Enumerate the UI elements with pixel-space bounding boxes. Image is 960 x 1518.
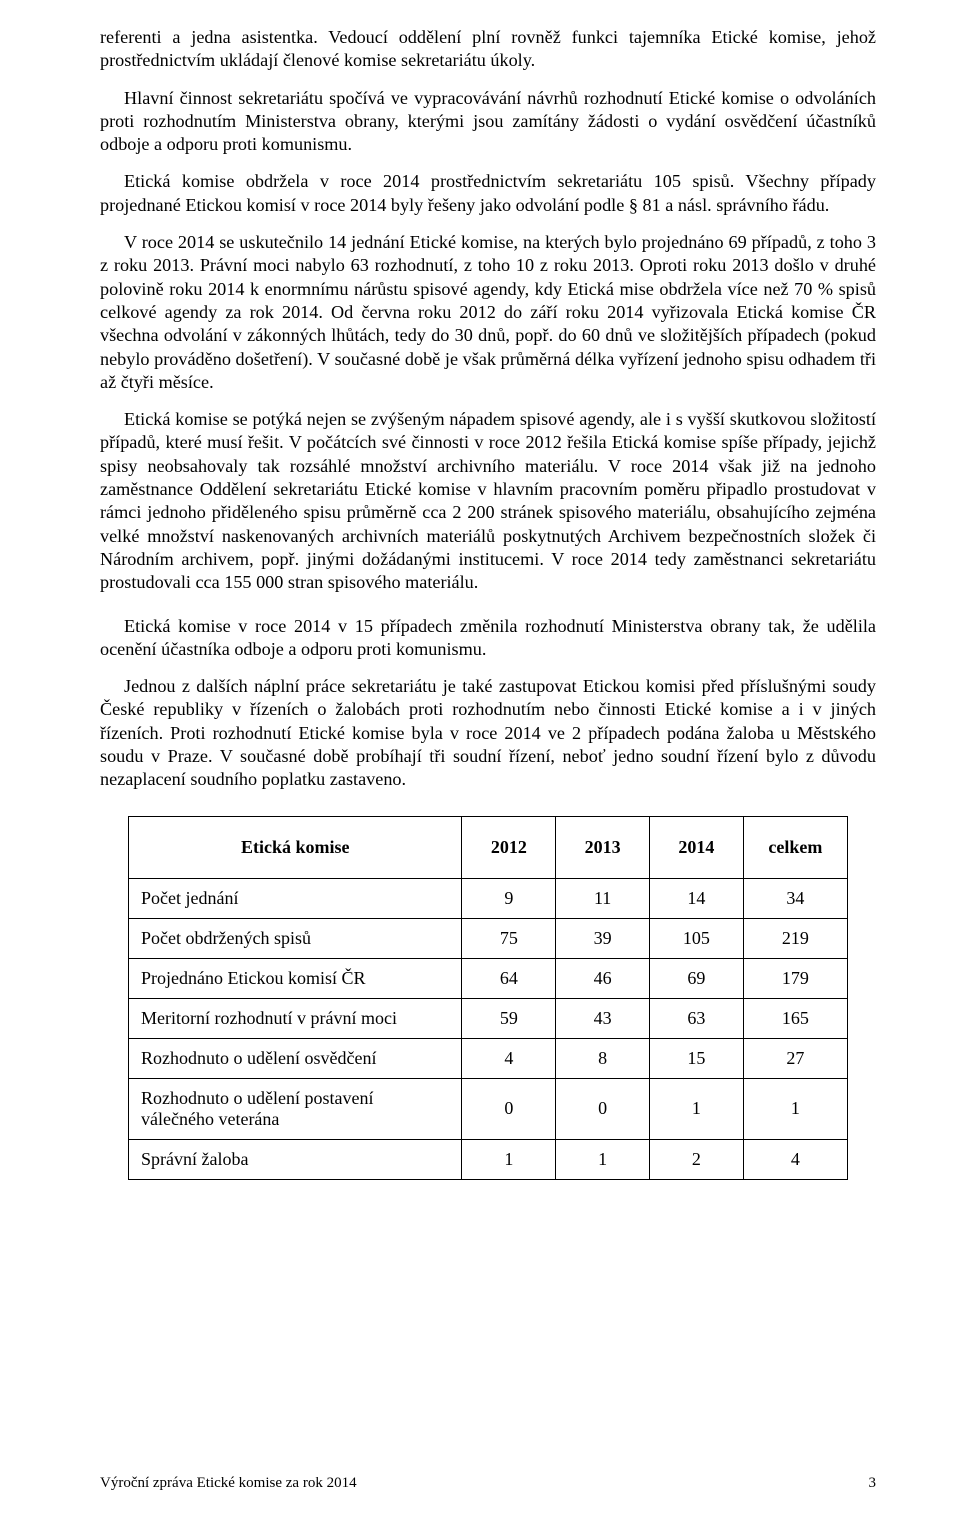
table-row-label: Počet obdržených spisů — [129, 918, 462, 958]
table-column-header: Etická komise — [129, 816, 462, 878]
table-cell: 63 — [650, 998, 744, 1038]
paragraph-4: V roce 2014 se uskutečnilo 14 jednání Et… — [100, 231, 876, 394]
table-cell: 1 — [556, 1139, 650, 1179]
table-row-label: Rozhodnuto o udělení postavení válečného… — [129, 1078, 462, 1139]
table-row: Počet jednání9111434 — [129, 878, 848, 918]
table-cell: 8 — [556, 1038, 650, 1078]
paragraph-7: Jednou z dalších náplní práce sekretariá… — [100, 675, 876, 791]
table-cell: 9 — [462, 878, 556, 918]
table-cell: 39 — [556, 918, 650, 958]
table-cell: 1 — [743, 1078, 847, 1139]
table-cell: 15 — [650, 1038, 744, 1078]
paragraph-3: Etická komise obdržela v roce 2014 prost… — [100, 170, 876, 217]
table-row-label: Projednáno Etickou komisí ČR — [129, 958, 462, 998]
table-row-label: Počet jednání — [129, 878, 462, 918]
table-column-header: celkem — [743, 816, 847, 878]
table-cell: 105 — [650, 918, 744, 958]
table-row: Rozhodnuto o udělení osvědčení481527 — [129, 1038, 848, 1078]
table-cell: 4 — [743, 1139, 847, 1179]
table-row: Projednáno Etickou komisí ČR644669179 — [129, 958, 848, 998]
paragraph-5: Etická komise se potýká nejen se zvýšený… — [100, 408, 876, 594]
table-column-header: 2014 — [650, 816, 744, 878]
table-cell: 46 — [556, 958, 650, 998]
table-cell: 2 — [650, 1139, 744, 1179]
table-cell: 4 — [462, 1038, 556, 1078]
paragraph-2: Hlavní činnost sekretariátu spočívá ve v… — [100, 87, 876, 157]
table-cell: 1 — [462, 1139, 556, 1179]
table-row-label: Meritorní rozhodnutí v právní moci — [129, 998, 462, 1038]
table-cell: 64 — [462, 958, 556, 998]
footer-left-text: Výroční zpráva Etické komise za rok 2014 — [100, 1475, 357, 1492]
table-cell: 75 — [462, 918, 556, 958]
table-cell: 69 — [650, 958, 744, 998]
table-row: Počet obdržených spisů7539105219 — [129, 918, 848, 958]
table-column-header: 2012 — [462, 816, 556, 878]
table-row: Správní žaloba1124 — [129, 1139, 848, 1179]
footer-page-number: 3 — [869, 1475, 877, 1492]
table-row-label: Správní žaloba — [129, 1139, 462, 1179]
table-row: Meritorní rozhodnutí v právní moci594363… — [129, 998, 848, 1038]
table-cell: 34 — [743, 878, 847, 918]
table-cell: 14 — [650, 878, 744, 918]
table-cell: 219 — [743, 918, 847, 958]
page-footer: Výroční zpráva Etické komise za rok 2014… — [100, 1475, 876, 1492]
paragraph-6: Etická komise v roce 2014 v 15 případech… — [100, 615, 876, 662]
table-cell: 165 — [743, 998, 847, 1038]
table-cell: 11 — [556, 878, 650, 918]
paragraph-1: referenti a jedna asistentka. Vedoucí od… — [100, 26, 876, 73]
table-header-row: Etická komise201220132014celkem — [129, 816, 848, 878]
table-cell: 0 — [462, 1078, 556, 1139]
table-cell: 0 — [556, 1078, 650, 1139]
document-page: referenti a jedna asistentka. Vedoucí od… — [0, 0, 960, 1518]
summary-table: Etická komise201220132014celkem Počet je… — [128, 816, 848, 1180]
table-cell: 59 — [462, 998, 556, 1038]
table-cell: 1 — [650, 1078, 744, 1139]
table-cell: 43 — [556, 998, 650, 1038]
table-row: Rozhodnuto o udělení postavení válečného… — [129, 1078, 848, 1139]
table-cell: 179 — [743, 958, 847, 998]
table-column-header: 2013 — [556, 816, 650, 878]
table-row-label: Rozhodnuto o udělení osvědčení — [129, 1038, 462, 1078]
table-cell: 27 — [743, 1038, 847, 1078]
